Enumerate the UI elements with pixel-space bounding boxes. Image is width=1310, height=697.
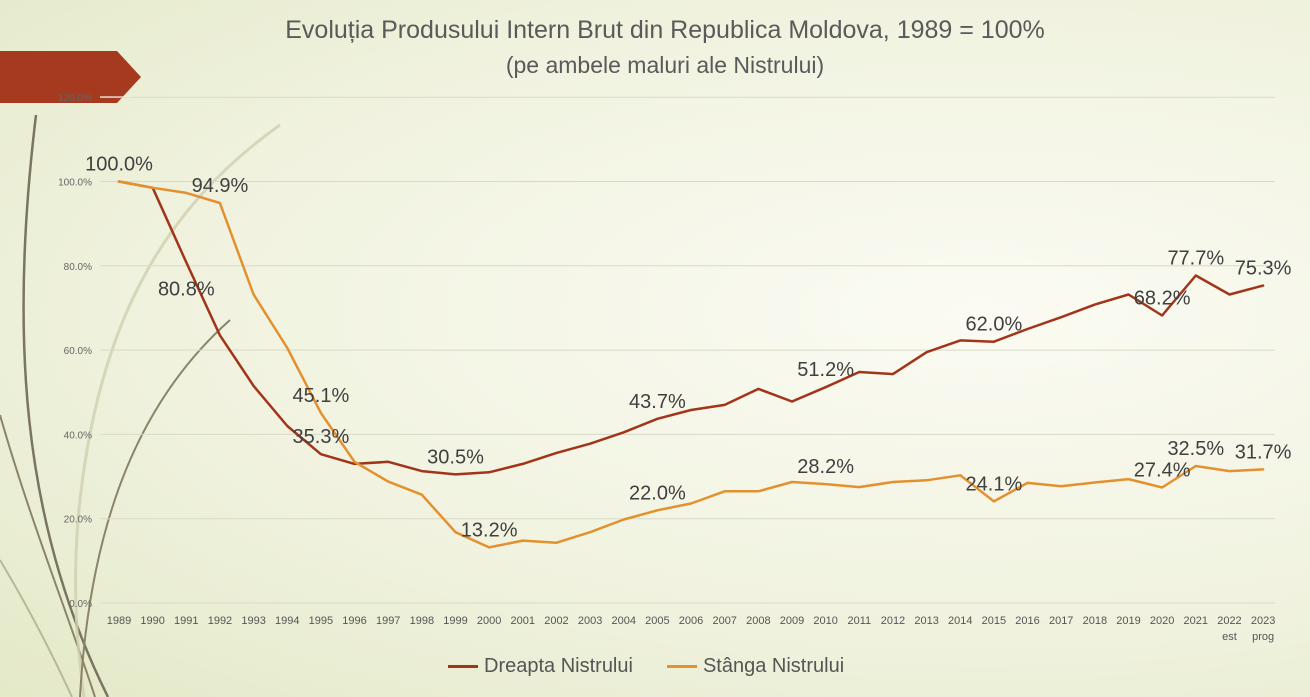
decorative-curve	[79, 319, 231, 697]
x-tick-label: 2020	[1150, 615, 1174, 627]
x-tick-label: 2001	[511, 615, 535, 627]
x-tick-label: 2016	[1015, 615, 1039, 627]
y-tick-label: 120.0%	[58, 93, 92, 104]
series-line	[117, 180, 1265, 549]
y-tick-label: 0.0%	[69, 599, 92, 610]
x-tick-label: 1989	[107, 615, 131, 627]
x-tick-label: 1996	[342, 615, 366, 627]
legend-label: Stânga Nistrului	[702, 655, 845, 677]
data-label: 24.1%	[966, 473, 1023, 495]
x-tick-sublabel: est	[1222, 631, 1237, 643]
data-label: 30.5%	[427, 446, 484, 468]
x-tick-label: 2010	[813, 615, 837, 627]
x-tick-label: 2008	[746, 615, 770, 627]
x-tick-label: 2000	[477, 615, 501, 627]
x-tick-label: 2002	[544, 615, 568, 627]
x-tick-label: 1992	[208, 615, 232, 627]
legend-swatch	[448, 665, 478, 668]
decorative-curve	[0, 559, 73, 697]
x-tick-label: 1990	[140, 615, 164, 627]
data-label: 43.7%	[629, 391, 686, 413]
data-labels: 100.0% 80.8% 35.3% 30.5% 43.7% 51.2% 62.0% 68.2…	[85, 154, 1292, 542]
data-label: 13.2%	[461, 519, 518, 541]
data-label: 62.0%	[966, 314, 1023, 336]
x-tick-label: 2012	[881, 615, 905, 627]
y-tick-label: 80.0%	[64, 262, 92, 273]
data-label: 32.5%	[1167, 438, 1224, 460]
series-lines	[117, 180, 1265, 549]
x-tick-label: 2004	[612, 615, 636, 627]
legend-swatch	[666, 665, 697, 668]
x-tick-label: 2009	[780, 615, 804, 627]
x-tick-label: 2017	[1049, 615, 1073, 627]
x-tick-label: 1997	[376, 615, 400, 627]
legend-label: Dreapta Nistrului	[484, 655, 633, 677]
y-tick-label: 40.0%	[64, 430, 92, 441]
x-tick-label: 1993	[241, 615, 265, 627]
data-label: 27.4%	[1134, 460, 1191, 482]
x-tick-label: 1994	[275, 615, 299, 627]
x-tick-label: 2015	[982, 615, 1006, 627]
legend-item: Dreapta Nistrului	[448, 655, 633, 678]
data-label: 75.3%	[1235, 258, 1292, 280]
data-label: 45.1%	[293, 385, 350, 407]
data-label: 77.7%	[1167, 247, 1224, 269]
x-tick-label: 2021	[1184, 615, 1208, 627]
data-label: 28.2%	[797, 456, 854, 478]
y-tick-label: 60.0%	[64, 346, 92, 357]
decorative-curve	[0, 414, 96, 697]
x-tick-label: 2006	[679, 615, 703, 627]
data-label: 51.2%	[797, 359, 854, 381]
data-label: 35.3%	[293, 426, 350, 448]
x-tick-label: 2005	[645, 615, 669, 627]
x-tick-label: 1995	[309, 615, 333, 627]
y-tick-label: 20.0%	[64, 515, 92, 526]
y-axis: 0.0% 20.0% 40.0% 60.0% 80.0% 100.0% 120.0%	[58, 93, 92, 610]
legend-item: Stânga Nistrului	[666, 655, 845, 678]
x-tick-label: 1999	[443, 615, 467, 627]
x-tick-label: 2023	[1251, 615, 1275, 627]
header-arrow-banner	[0, 51, 141, 103]
series-line	[117, 180, 1265, 476]
x-tick-label: 2007	[712, 615, 736, 627]
decorative-curve	[74, 123, 281, 697]
data-label: 100.0%	[85, 154, 153, 176]
gridlines	[100, 96, 1275, 604]
y-tick-label: 100.0%	[58, 178, 92, 189]
x-tick-label: 2018	[1083, 615, 1107, 627]
x-tick-label: 2022	[1217, 615, 1241, 627]
x-tick-label: 2011	[847, 615, 871, 627]
x-tick-label: 2019	[1116, 615, 1140, 627]
x-tick-label: 2003	[578, 615, 602, 627]
x-tick-label: 1998	[410, 615, 434, 627]
chart-title: Evoluția Produsului Intern Brut din Repu…	[285, 16, 1045, 44]
x-axis: 1989 1990 1991 1992 1993 1994 1995 1996 1997 1998…	[107, 615, 1276, 643]
data-label: 80.8%	[158, 278, 215, 300]
x-tick-sublabel: prog	[1252, 631, 1274, 643]
data-label: 31.7%	[1235, 441, 1292, 463]
data-label: 22.0%	[629, 482, 686, 504]
data-label: 94.9%	[192, 175, 249, 197]
x-tick-label: 2013	[914, 615, 938, 627]
chart-subtitle: (pe ambele maluri ale Nistrului)	[505, 52, 825, 78]
data-label: 68.2%	[1134, 288, 1191, 310]
x-tick-label: 2014	[948, 615, 972, 627]
x-tick-label: 1991	[174, 615, 198, 627]
legend: Dreapta Nistrului Stânga Nistrului	[448, 655, 878, 678]
